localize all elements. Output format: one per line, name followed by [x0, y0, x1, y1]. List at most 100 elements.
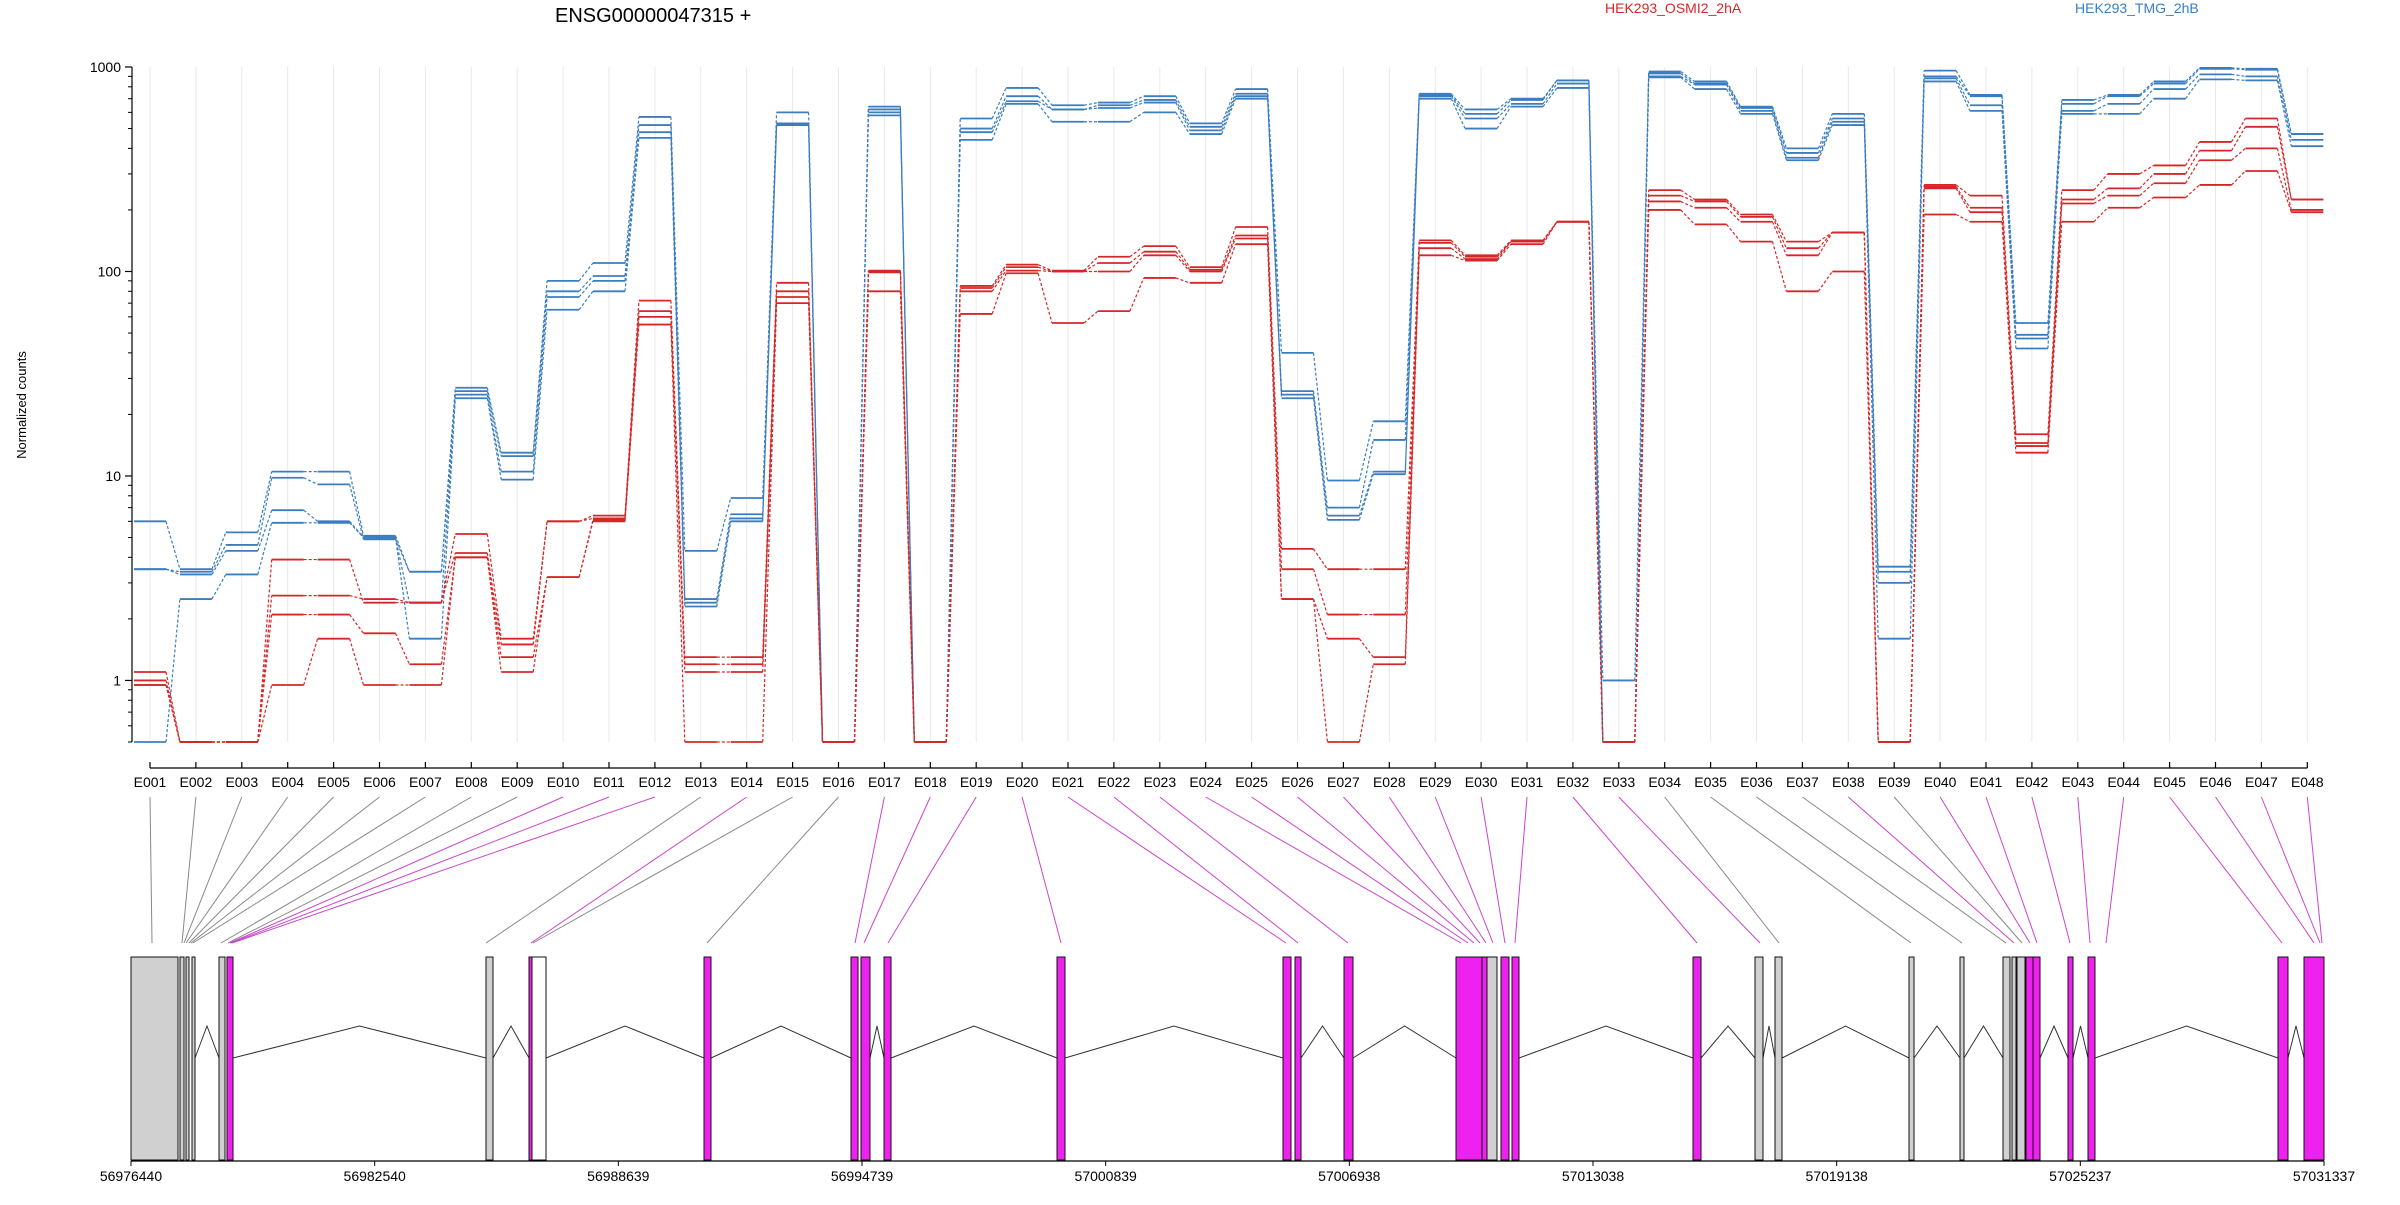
- exon-connector-dashed: [349, 484, 365, 540]
- exon-connector-dashed: [532, 521, 548, 645]
- intron-line: [1781, 1025, 1910, 1059]
- exon-connector-dashed: [486, 387, 502, 453]
- x-tick-label: E022: [1098, 774, 1131, 790]
- x-tick-label: E012: [639, 774, 672, 790]
- exon-connector-dashed: [1037, 87, 1053, 106]
- exon-block: [1959, 956, 1965, 1161]
- exon-connector-dashed: [2276, 170, 2292, 213]
- exon-connector-dashed: [486, 390, 502, 457]
- series-0: [134, 66, 2324, 743]
- exon-block: [883, 956, 892, 1161]
- x-tick-label: E036: [1740, 774, 1773, 790]
- exon-connector-dashed: [578, 521, 594, 578]
- intron-line: [1352, 1025, 1457, 1059]
- exon-connector-dashed: [1358, 439, 1374, 508]
- exon-connector-line: [2215, 796, 2315, 944]
- x-tick-label: E042: [2016, 774, 2049, 790]
- exon-connector-dashed: [578, 517, 594, 522]
- exon-connector-dashed: [349, 471, 365, 536]
- exon-connector-line: [1113, 796, 1299, 944]
- exon-connector-dashed: [670, 316, 686, 673]
- exon-connector-dashed: [2093, 187, 2109, 200]
- exon-connector-dashed: [1680, 189, 1695, 200]
- exon-connector-dashed: [1175, 251, 1191, 271]
- exon-connector-dashed: [578, 290, 594, 311]
- exon-connector-dashed: [945, 139, 961, 743]
- x-tick-label: E024: [1189, 774, 1222, 790]
- x-tick-label: E001: [134, 774, 167, 790]
- exon-connector-dashed: [716, 514, 732, 600]
- exon-connector-dashed: [1221, 95, 1237, 131]
- exon-connector-dashed: [1450, 93, 1466, 110]
- exon-connector-line: [1985, 796, 2038, 944]
- exon-connector-dashed: [1909, 184, 1925, 743]
- x-axis: E001 E002 E003 E004 E005 E006 E007 E008 E009 E010…: [134, 762, 2324, 790]
- exon-connector-line: [1664, 796, 1780, 944]
- exon-connector-dashed: [349, 559, 365, 603]
- exon-connector-dashed: [1588, 221, 1604, 743]
- exon-connector-dashed: [991, 266, 1007, 289]
- exon-connector-dashed: [1129, 245, 1145, 258]
- exon-connector-line: [1710, 796, 1912, 944]
- exon-connector-dashed: [1909, 76, 1925, 572]
- exon-block: [2087, 956, 2096, 1161]
- exon-connector-dashed: [1909, 214, 1925, 743]
- exon-connector-dashed: [2047, 113, 2063, 349]
- x-tick-label: E021: [1052, 774, 1085, 790]
- series-3: [134, 76, 2324, 743]
- exon-connector-dashed: [532, 280, 548, 453]
- exon-block: [1481, 956, 1488, 1161]
- exon-connector-dashed: [1680, 200, 1695, 209]
- exon-connector-dashed: [257, 684, 273, 743]
- exon-connector-line: [183, 796, 243, 944]
- series-layer: [134, 66, 2324, 743]
- exon-block: [2016, 956, 2026, 1161]
- x-tick-label: E037: [1786, 774, 1819, 790]
- exon-connector-line: [192, 796, 426, 944]
- exon-connector-dashed: [1037, 95, 1053, 110]
- exon-block: [130, 956, 179, 1161]
- exon-connector-dashed: [1312, 569, 1328, 615]
- x-tick-label: E004: [271, 774, 304, 790]
- exon-connector-dashed: [1129, 254, 1145, 272]
- series-2: [134, 73, 2324, 743]
- x-tick-label: E046: [2199, 774, 2232, 790]
- exon-connector-dashed: [1312, 391, 1328, 508]
- exon-connector-dashed: [2139, 81, 2155, 96]
- exon-connector-dashed: [2185, 159, 2201, 184]
- x-tick-label: E017: [868, 774, 901, 790]
- exon-connector-dashed: [1726, 199, 1741, 215]
- exon-connector-dashed: [1312, 398, 1328, 520]
- exon-connector-dashed: [1083, 256, 1099, 272]
- intron-line: [2039, 1024, 2069, 1059]
- exon-connector-dashed: [1450, 95, 1466, 119]
- exon-connector-dashed: [394, 633, 410, 665]
- exon-connector-dashed: [1496, 98, 1512, 110]
- exon-connector-line: [220, 796, 472, 944]
- intron-line: [232, 1025, 487, 1059]
- exon-connector-dashed: [1863, 125, 1879, 639]
- exon-block: [1511, 956, 1520, 1161]
- exon-connector-dashed: [1771, 113, 1787, 161]
- exon-block: [1343, 956, 1354, 1161]
- x-tick-label: E014: [730, 774, 763, 790]
- gene-model: [130, 956, 2325, 1161]
- exon-connector-line: [181, 796, 197, 944]
- exon-connector-dashed: [1771, 107, 1787, 154]
- series-1: [134, 67, 2324, 743]
- exon-connector-dashed: [2093, 103, 2108, 112]
- exon-connector-dashed: [2230, 118, 2246, 143]
- exon-connector-dashed: [394, 537, 410, 639]
- exon-connector-dashed: [1404, 98, 1420, 475]
- exon-connector-dashed: [945, 313, 961, 743]
- exon-connector-dashed: [1175, 102, 1191, 131]
- exon-connector-dashed: [1817, 113, 1833, 149]
- exon-connector-dashed: [211, 550, 227, 575]
- exon-connector-line: [1893, 796, 2023, 944]
- exon-connector-dashed: [1863, 121, 1879, 583]
- exon-connector-dashed: [2185, 184, 2200, 198]
- exon-connector-line: [1480, 796, 1506, 944]
- exon-connector-dashed: [1817, 124, 1833, 161]
- exon-connector-dashed: [1038, 269, 1053, 273]
- exon-connector-dashed: [2231, 73, 2246, 77]
